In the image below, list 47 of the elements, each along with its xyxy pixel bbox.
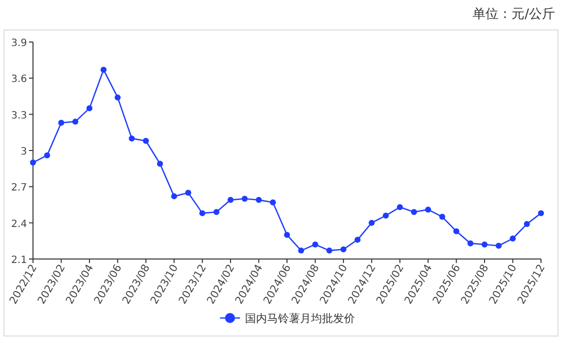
legend: 国内马铃薯月均批发价 (220, 312, 355, 325)
point (340, 246, 346, 252)
point (86, 105, 92, 112)
y-tick-label: 2.4 (11, 218, 27, 230)
point (396, 204, 403, 210)
point (382, 212, 389, 219)
point (354, 236, 361, 243)
point (439, 214, 446, 220)
y-tick-label: 3.9 (11, 38, 27, 49)
point (213, 208, 220, 215)
point (496, 242, 502, 249)
point (524, 221, 530, 228)
y-tick-label: 3.3 (11, 110, 27, 122)
point (100, 66, 107, 73)
point (228, 196, 234, 203)
legend-label: 国内马铃薯月均批发价 (245, 312, 355, 325)
point (199, 210, 206, 216)
point (270, 199, 276, 206)
point (482, 242, 488, 248)
point (510, 236, 516, 242)
point (256, 196, 262, 203)
point (30, 160, 36, 166)
point (58, 120, 64, 126)
point (467, 240, 474, 246)
point (72, 118, 78, 125)
point (114, 94, 121, 100)
point (538, 210, 544, 216)
point (312, 242, 318, 248)
y-tick-label: 2.1 (11, 255, 27, 266)
point (185, 190, 192, 196)
y-tick-label: 2.7 (11, 182, 27, 194)
point (171, 193, 178, 200)
point (142, 138, 149, 144)
point (411, 208, 417, 215)
point (425, 206, 432, 213)
point (44, 152, 50, 158)
point (298, 248, 304, 254)
point (453, 228, 460, 234)
point (157, 160, 163, 167)
y-tick-label: 3.6 (11, 74, 27, 86)
point (368, 220, 375, 226)
point (284, 232, 290, 238)
point (242, 196, 248, 202)
y-tick-label: 3 (20, 146, 27, 158)
point (326, 248, 332, 254)
text: 单位：元/公斤 (472, 7, 555, 22)
point (128, 135, 135, 142)
